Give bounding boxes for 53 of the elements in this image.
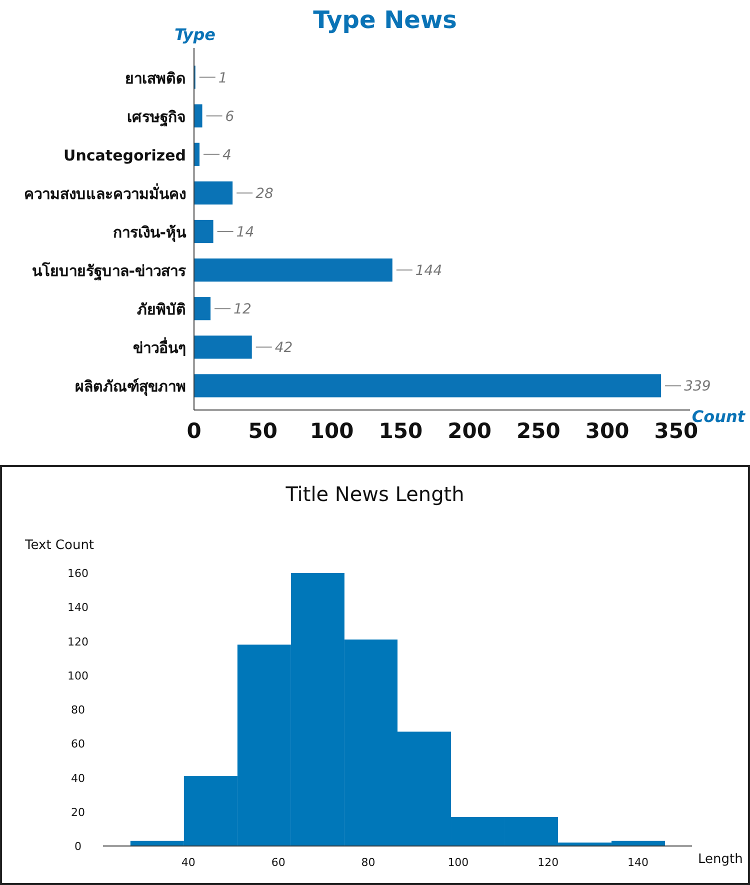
y-tick-label: 0: [74, 840, 82, 853]
chart-title: Title News Length: [284, 482, 464, 506]
y-tick-label: 160: [68, 567, 88, 580]
y-tick-label: 100: [68, 669, 88, 682]
bar: [194, 258, 392, 282]
x-axis-title: Length: [698, 852, 743, 867]
y-tick-label: ผลิตภัณฑ์สุขภาพ: [75, 378, 186, 397]
y-axis-title: Type: [174, 25, 216, 44]
y-tick-label: 140: [68, 601, 88, 614]
y-tick-label: นโยบายรัฐบาล-ข่าวสาร: [32, 261, 187, 282]
y-tick-label: 80: [71, 704, 85, 716]
data-label: 144: [415, 263, 442, 280]
x-tick-label: 80: [361, 856, 376, 869]
y-tick-label: ความสงบและความมั่นคง: [24, 182, 186, 203]
data-label: 1: [218, 70, 228, 86]
bar: [194, 181, 233, 205]
x-tick-label: 100: [310, 419, 354, 443]
x-tick-label: 200: [448, 419, 492, 443]
y-tick-label: ข่าวอื่นๆ: [133, 337, 186, 358]
data-label: 42: [274, 340, 293, 356]
bar: [194, 142, 200, 166]
x-tick-label: 250: [516, 419, 560, 443]
y-tick-label: Uncategorized: [64, 146, 186, 164]
x-tick-label: 50: [248, 419, 278, 443]
bar: [194, 104, 202, 128]
data-label: 28: [256, 186, 274, 202]
x-tick-label: 100: [448, 856, 469, 869]
bar: [194, 220, 214, 244]
data-label: 339: [684, 378, 711, 395]
y-tick-label: 60: [71, 738, 85, 751]
chart-title: Type News: [313, 6, 457, 34]
x-tick-label: 300: [585, 419, 630, 443]
x-tick-label: 0: [186, 419, 202, 443]
y-tick-label: 20: [71, 806, 85, 819]
data-label: 12: [234, 302, 252, 318]
y-tick-label: การเงิน-หุ้น: [112, 224, 187, 242]
data-label: 4: [222, 147, 232, 164]
y-tick-label: ยาเสพติด: [125, 69, 186, 88]
y-tick-label: เศรษฐกิจ: [127, 108, 186, 127]
data-label: 14: [236, 224, 254, 240]
x-tick-label: 120: [538, 856, 559, 869]
y-axis-title: Text Count: [24, 538, 94, 553]
bar: [194, 297, 211, 320]
bar: [194, 374, 662, 398]
x-tick-label: 60: [271, 856, 286, 869]
x-tick-label: 140: [628, 856, 649, 869]
y-tick-label: ภัยพิบัติ: [137, 300, 186, 319]
data-label: 6: [225, 108, 234, 125]
y-tick-label: 40: [71, 772, 85, 785]
x-tick-label: 40: [181, 856, 196, 869]
bar: [194, 336, 252, 359]
y-tick-label: 120: [68, 635, 88, 648]
x-tick-label: 150: [378, 419, 423, 443]
